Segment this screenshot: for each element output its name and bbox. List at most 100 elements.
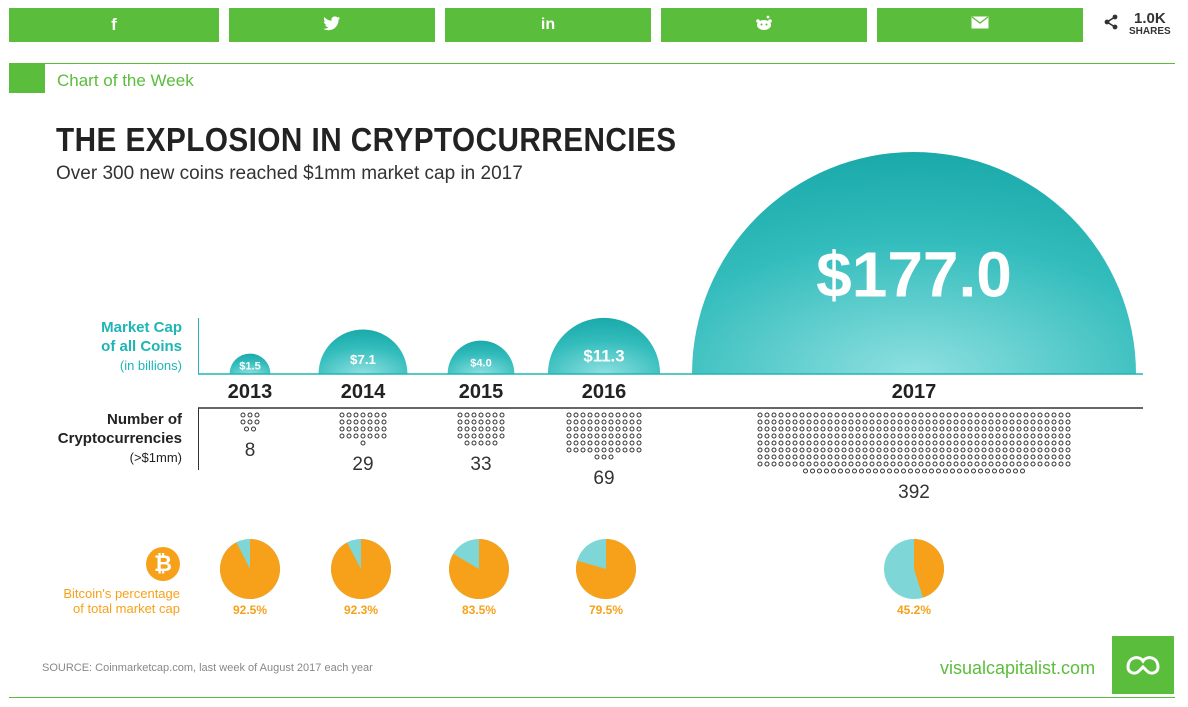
market-cap-value-2015: $4.0: [470, 358, 491, 370]
coin-dot: [960, 447, 966, 453]
coin-dot: [810, 468, 815, 474]
coin-dot: [834, 426, 840, 432]
num-crypto-label-line2: Cryptocurrencies: [57, 430, 182, 447]
num-crypto-unit: (>$1mm): [129, 450, 182, 465]
coin-dot: [615, 419, 621, 425]
coin-dot: [1009, 433, 1015, 439]
coin-dot: [925, 447, 931, 453]
coin-dot: [848, 412, 854, 418]
coin-dot: [1002, 433, 1008, 439]
coin-dot: [785, 433, 791, 439]
coin-dot: [374, 426, 380, 432]
coin-dot: [1051, 426, 1057, 432]
coin-dot: [967, 419, 973, 425]
coin-dot: [360, 412, 366, 418]
linkedin-share-button[interactable]: in: [445, 8, 651, 42]
twitter-share-button[interactable]: [229, 8, 435, 42]
coin-dot: [953, 426, 959, 432]
coin-dot: [792, 419, 798, 425]
email-share-button[interactable]: [877, 8, 1083, 42]
coin-dot: [974, 461, 980, 467]
coin-dot: [932, 412, 938, 418]
coin-dot: [785, 447, 791, 453]
market-cap-value-2017: $177.0: [816, 238, 1012, 310]
coin-dot: [464, 412, 470, 418]
coin-dot: [1030, 433, 1036, 439]
coin-dot: [824, 468, 829, 474]
coin-dot: [855, 426, 861, 432]
coin-dot: [629, 426, 635, 432]
reddit-share-button[interactable]: [661, 8, 867, 42]
year-label-2014: 2014: [340, 381, 386, 403]
coin-dot: [932, 440, 938, 446]
market-cap-value-2014: $7.1: [350, 352, 377, 367]
coin-dot: [939, 419, 945, 425]
coin-dot: [946, 440, 952, 446]
coin-dot: [1044, 412, 1050, 418]
coin-dot: [813, 461, 819, 467]
coin-dot: [841, 447, 847, 453]
coin-dot: [925, 426, 931, 432]
coin-dot: [813, 426, 819, 432]
coin-dot: [1002, 412, 1008, 418]
coin-dot: [813, 447, 819, 453]
brand-link[interactable]: visualcapitalist.com: [940, 658, 1096, 678]
coin-dot: [764, 461, 770, 467]
coin-dot: [918, 461, 924, 467]
coin-dot: [778, 440, 784, 446]
coin-dot: [587, 412, 593, 418]
coin-dot: [346, 433, 352, 439]
coin-dot: [876, 447, 882, 453]
coin-dot: [778, 419, 784, 425]
coin-dot: [946, 419, 952, 425]
coin-dot: [890, 433, 896, 439]
coin-dot: [985, 468, 990, 474]
coin-dot: [764, 419, 770, 425]
coin-dot: [1006, 468, 1011, 474]
coin-dot: [820, 461, 826, 467]
coin-dot: [890, 440, 896, 446]
coin-dot: [247, 412, 253, 418]
coin-dot: [992, 468, 997, 474]
coin-dot: [911, 440, 917, 446]
bitcoin-pct-2014: 92.3%: [343, 603, 379, 617]
coin-dot: [841, 454, 847, 460]
coin-dot: [848, 461, 854, 467]
coin-dot: [485, 426, 491, 432]
coin-dot: [381, 426, 387, 432]
coin-dot: [457, 419, 463, 425]
coin-dot: [374, 419, 380, 425]
coin-dot: [813, 412, 819, 418]
coin-dot: [1058, 433, 1064, 439]
coin-dot: [841, 440, 847, 446]
coin-dot: [813, 419, 819, 425]
coin-dot: [813, 454, 819, 460]
coin-dot: [457, 433, 463, 439]
visualcapitalist-logo[interactable]: [1112, 636, 1174, 694]
coin-dot: [1002, 454, 1008, 460]
coin-dot: [608, 419, 614, 425]
coin-dot: [792, 461, 798, 467]
coin-dot: [573, 433, 579, 439]
coin-dot: [381, 419, 387, 425]
coin-dot: [778, 426, 784, 432]
coin-dot: [862, 461, 868, 467]
coin-dot: [876, 433, 882, 439]
coin-dot: [803, 468, 808, 474]
coin-dot: [862, 412, 868, 418]
coin-dot: [981, 426, 987, 432]
coin-dot: [925, 454, 931, 460]
coin-dot: [883, 433, 889, 439]
share-count[interactable]: 1.0K SHARES: [1103, 11, 1171, 37]
coin-dot: [911, 447, 917, 453]
coin-dot: [1030, 419, 1036, 425]
facebook-share-button[interactable]: f: [9, 8, 219, 42]
coin-dot: [852, 468, 857, 474]
coin-dot: [608, 447, 614, 453]
coin-dot: [974, 440, 980, 446]
coin-dot: [869, 461, 875, 467]
coin-dot: [932, 426, 938, 432]
coin-dot: [897, 419, 903, 425]
coin-dot: [855, 461, 861, 467]
coin-dot: [580, 433, 586, 439]
